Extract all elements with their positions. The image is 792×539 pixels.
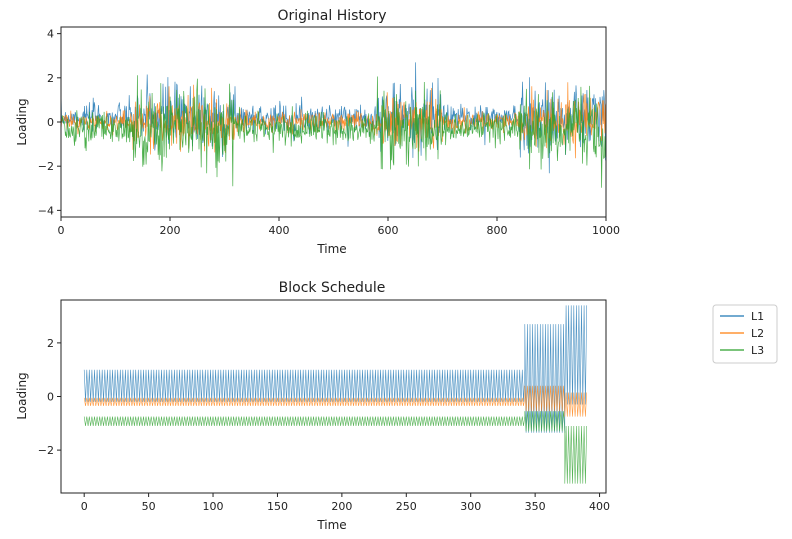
legend-label-L1: L1 (751, 310, 764, 323)
x-tick-label: 200 (160, 224, 181, 237)
series-block-L2 (83, 385, 587, 417)
y-tick-label: −4 (38, 204, 54, 217)
legend-label-L3: L3 (751, 344, 764, 357)
chart-original-history: Original History 0 200 400 600 800 1000 −4 −2 0… (15, 8, 620, 256)
chart-title: Original History (277, 8, 386, 24)
y-tick-label: 4 (47, 28, 54, 41)
series-block-L1 (83, 305, 587, 433)
chart-block-schedule: Block Schedule 0 50 100 150 200 250 300 350 400 … (15, 280, 610, 532)
x-tick-label: 250 (396, 500, 417, 513)
x-axis-label: Time (316, 518, 346, 532)
y-tick-label: 0 (47, 391, 54, 404)
y-tick-label: −2 (38, 444, 54, 457)
y-axis-label: Loading (15, 98, 29, 145)
y-ticks: −2 0 2 (38, 337, 61, 457)
x-tick-label: 150 (267, 500, 288, 513)
y-tick-label: −2 (38, 160, 54, 173)
series-block-L3 (83, 411, 587, 484)
x-tick-label: 0 (81, 500, 88, 513)
y-axis-label: Loading (15, 372, 29, 419)
x-tick-label: 50 (142, 500, 156, 513)
x-tick-label: 800 (487, 224, 508, 237)
plot-frame (60, 299, 607, 494)
chart-title: Block Schedule (279, 280, 386, 296)
x-tick-label: 200 (331, 500, 352, 513)
y-tick-label: 2 (47, 337, 54, 350)
series-blocks (83, 305, 587, 484)
legend-label-L2: L2 (751, 327, 764, 340)
series-line-L3 (60, 75, 607, 188)
x-tick-label: 350 (525, 500, 546, 513)
legend-frame (712, 304, 778, 364)
legend: L1 L2 L3 (712, 304, 778, 364)
x-axis-label: Time (316, 242, 346, 256)
y-tick-label: 2 (47, 72, 54, 85)
x-tick-label: 600 (378, 224, 399, 237)
y-ticks: −4 −2 0 2 4 (38, 28, 61, 217)
x-tick-label: 400 (589, 500, 610, 513)
x-tick-label: 100 (203, 500, 224, 513)
series-lines (60, 62, 607, 188)
x-tick-label: 300 (460, 500, 481, 513)
x-ticks: 0 50 100 150 200 250 300 350 400 (81, 493, 610, 513)
x-tick-label: 400 (269, 224, 290, 237)
x-ticks: 0 200 400 600 800 1000 (58, 217, 620, 237)
x-tick-label: 0 (58, 224, 65, 237)
x-tick-label: 1000 (592, 224, 620, 237)
y-tick-label: 0 (47, 116, 54, 129)
